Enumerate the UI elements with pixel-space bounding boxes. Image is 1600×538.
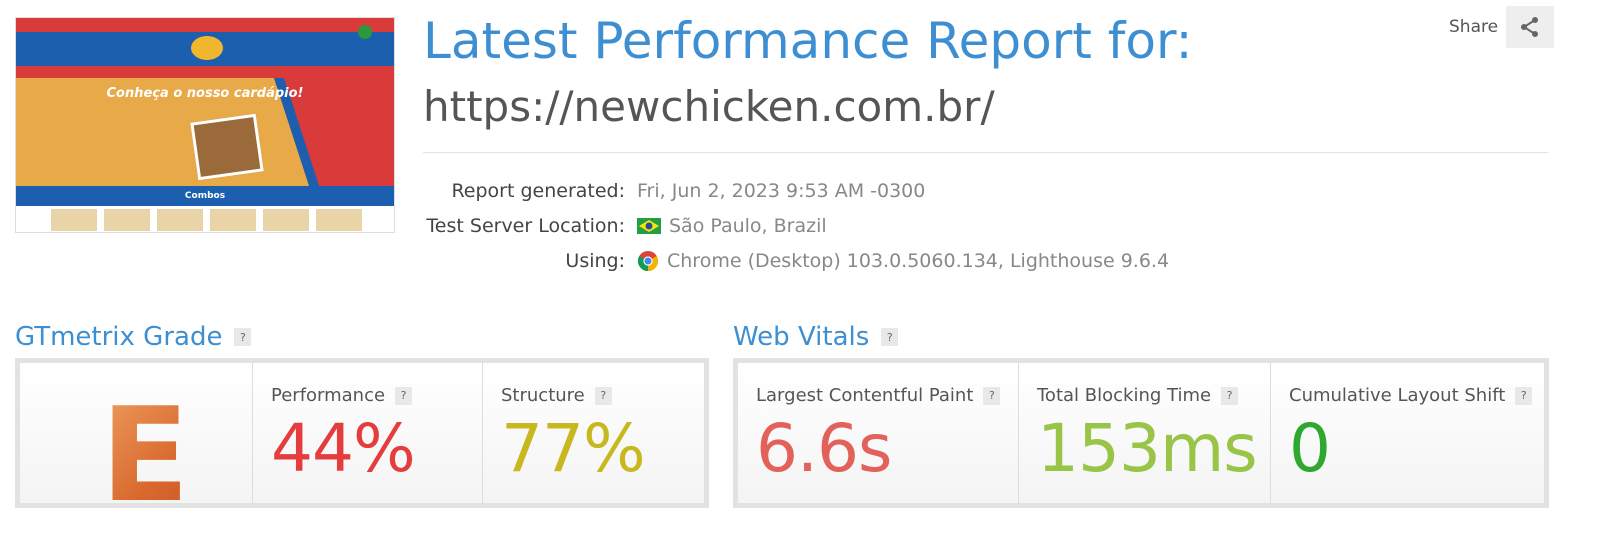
grade-letter: E bbox=[38, 385, 252, 525]
thumb-food-photo bbox=[190, 113, 264, 181]
section-title: Web Vitals bbox=[733, 322, 870, 352]
metric-label: Total Blocking Time bbox=[1037, 385, 1212, 406]
thumb-tile bbox=[104, 209, 150, 231]
help-icon[interactable]: ? bbox=[983, 386, 1001, 405]
thumb-tile bbox=[263, 209, 309, 231]
thumb-tiles bbox=[51, 209, 362, 231]
chrome-icon bbox=[637, 251, 659, 272]
metric-label: Structure bbox=[501, 385, 585, 406]
share-icon bbox=[1521, 17, 1539, 37]
info-using: Using: Chrome (Desktop) 103.0.5060.134, … bbox=[380, 250, 1169, 272]
thumb-bg bbox=[16, 18, 394, 32]
share-label: Share bbox=[1449, 17, 1499, 37]
share-button[interactable] bbox=[1506, 6, 1555, 48]
web-vitals-panel: Largest Contentful Paint? 6.6s Total Blo… bbox=[733, 358, 1549, 508]
brazil-flag-icon bbox=[637, 218, 661, 234]
help-icon[interactable]: ? bbox=[395, 386, 413, 405]
lcp-cell: Largest Contentful Paint? 6.6s bbox=[738, 363, 1018, 503]
info-server-location: Test Server Location: São Paulo, Brazil bbox=[380, 215, 827, 237]
report-url[interactable]: https://newchicken.com.br/ bbox=[423, 82, 995, 131]
help-icon[interactable]: ? bbox=[881, 328, 899, 346]
thumb-tile bbox=[210, 209, 256, 231]
thumb-section: Combos bbox=[16, 186, 394, 206]
web-vitals-heading: Web Vitals ? bbox=[733, 322, 899, 352]
thumb-logo bbox=[191, 36, 223, 60]
thumb-section-title: Combos bbox=[184, 191, 226, 201]
info-value: São Paulo, Brazil bbox=[669, 215, 827, 237]
help-icon[interactable]: ? bbox=[1221, 386, 1239, 405]
metric-label: Cumulative Layout Shift bbox=[1289, 385, 1506, 406]
section-title: GTmetrix Grade bbox=[15, 322, 223, 352]
structure-score: 77% bbox=[501, 410, 646, 487]
thumb-tile bbox=[157, 209, 203, 231]
grade-cell: E bbox=[20, 363, 252, 525]
lcp-value: 6.6s bbox=[756, 410, 892, 487]
info-label: Report generated: bbox=[451, 180, 625, 202]
page-title: Latest Performance Report for: bbox=[423, 12, 1193, 70]
info-label: Using: bbox=[565, 250, 625, 272]
info-value: Chrome (Desktop) 103.0.5060.134, Lightho… bbox=[667, 250, 1170, 272]
gtmetrix-grade-panel: E Performance? 44% Structure? 77% bbox=[15, 358, 709, 525]
whatsapp-icon bbox=[358, 25, 372, 39]
cls-value: 0 bbox=[1289, 410, 1331, 487]
tbt-value: 153ms bbox=[1037, 410, 1258, 487]
structure-cell: Structure? 77% bbox=[482, 363, 704, 503]
thumb-tile bbox=[51, 209, 97, 231]
metric-label: Largest Contentful Paint bbox=[756, 385, 974, 406]
help-icon[interactable]: ? bbox=[1515, 386, 1533, 405]
help-icon[interactable]: ? bbox=[594, 386, 612, 405]
thumb-tile bbox=[316, 209, 362, 231]
cls-cell: Cumulative Layout Shift? 0 bbox=[1270, 363, 1544, 503]
help-icon[interactable]: ? bbox=[234, 328, 252, 346]
metric-label: Performance bbox=[271, 385, 386, 406]
website-screenshot-thumbnail[interactable]: Conheça o nosso cardápio! Combos bbox=[15, 17, 395, 233]
thumb-headline: Conheça o nosso cardápio! bbox=[106, 86, 304, 101]
info-value: Fri, Jun 2, 2023 9:53 AM -0300 bbox=[637, 180, 926, 202]
performance-score: 44% bbox=[271, 410, 416, 487]
divider bbox=[423, 152, 1548, 153]
gtmetrix-grade-heading: GTmetrix Grade ? bbox=[15, 322, 252, 352]
thumb-nav bbox=[16, 66, 394, 78]
performance-cell: Performance? 44% bbox=[252, 363, 482, 503]
tbt-cell: Total Blocking Time? 153ms bbox=[1018, 363, 1270, 503]
share-control[interactable]: Share bbox=[1449, 6, 1555, 48]
info-report-generated: Report generated: Fri, Jun 2, 2023 9:53 … bbox=[380, 180, 925, 202]
info-label: Test Server Location: bbox=[426, 215, 625, 237]
